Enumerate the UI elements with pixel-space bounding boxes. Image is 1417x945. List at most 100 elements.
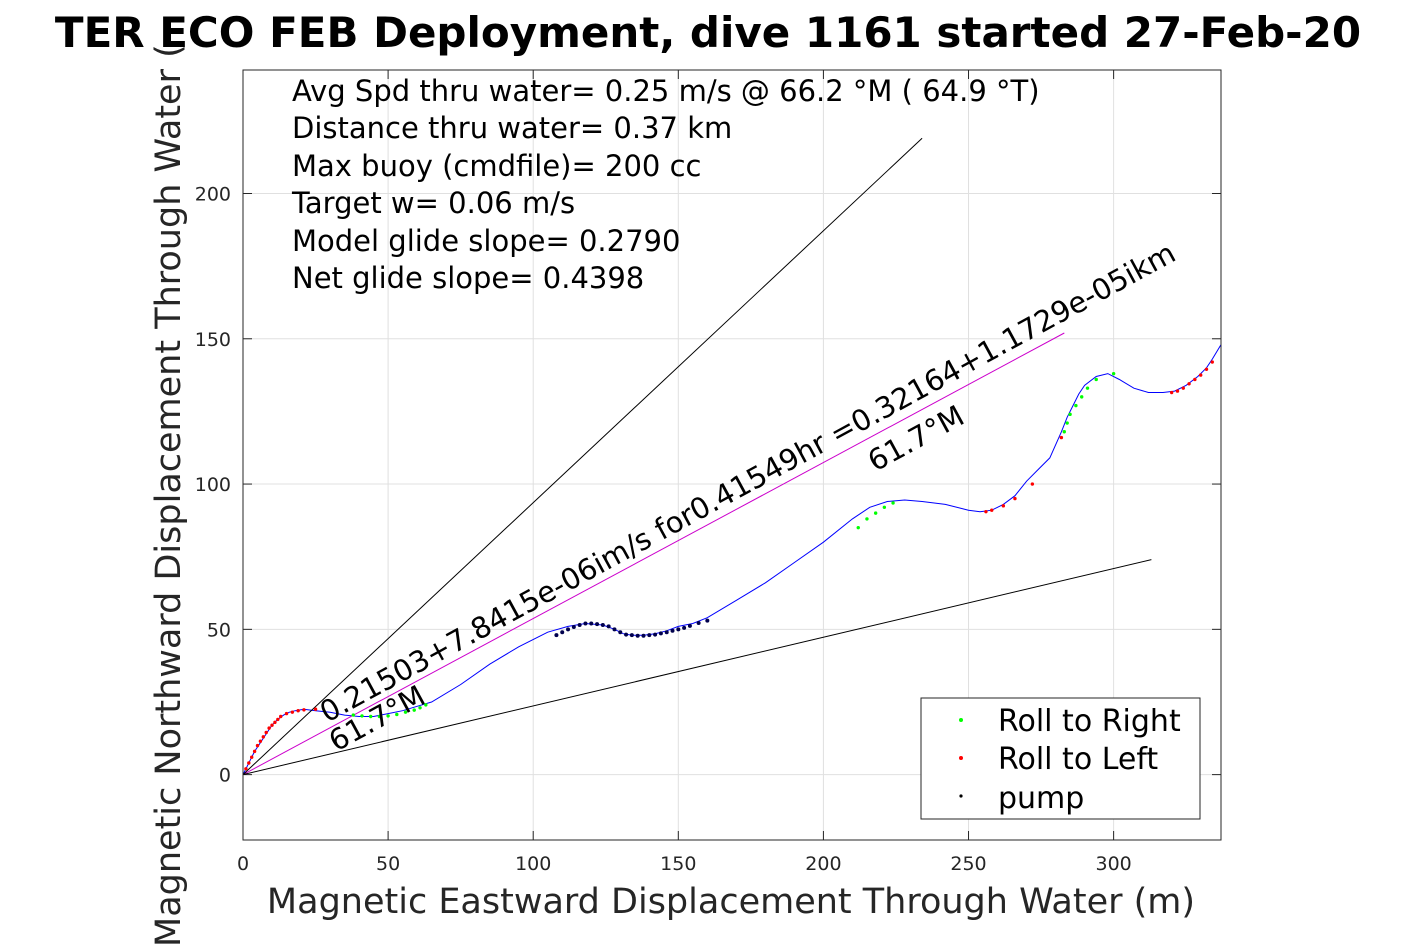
point-roll-to-left	[990, 508, 994, 512]
point-pump	[653, 632, 658, 637]
point-pump	[635, 633, 640, 638]
legend-marker-roll-right	[959, 718, 963, 722]
point-roll-to-right	[412, 708, 416, 712]
point-roll-to-left	[1181, 386, 1185, 390]
point-pump	[676, 627, 681, 632]
legend: Roll to Right Roll to Left pump	[920, 697, 1201, 820]
point-pump	[577, 622, 582, 627]
point-pump	[606, 624, 611, 629]
point-roll-to-left	[302, 708, 306, 712]
point-roll-to-left	[247, 761, 251, 765]
point-roll-to-left	[258, 739, 263, 743]
point-pump	[600, 622, 605, 627]
point-pump	[687, 623, 692, 628]
x-tick-label: 150	[660, 853, 696, 875]
point-roll-to-right	[1085, 386, 1090, 390]
point-roll-to-left	[252, 749, 257, 754]
point-pump	[571, 625, 576, 630]
y-tick-label: 50	[207, 619, 231, 641]
y-tick-label: 200	[195, 183, 231, 205]
legend-label-roll-left: Roll to Left	[998, 742, 1158, 777]
point-pump	[583, 621, 588, 626]
point-pump	[560, 630, 565, 635]
legend-label-roll-right: Roll to Right	[998, 704, 1181, 739]
point-roll-to-right	[1080, 395, 1084, 399]
point-pump	[705, 618, 710, 623]
point-roll-to-right	[1094, 377, 1098, 382]
point-pump	[658, 631, 663, 636]
info-line-model-glide: Model glide slope= 0.2790	[292, 224, 680, 258]
info-line-net-glide: Net glide slope= 0.4398	[292, 261, 644, 295]
point-roll-to-left	[1059, 435, 1064, 440]
point-roll-to-left	[279, 714, 283, 719]
point-pump	[670, 628, 675, 633]
point-roll-to-left	[1013, 496, 1017, 501]
point-roll-to-left	[250, 755, 254, 759]
point-roll-to-left	[313, 707, 318, 711]
legend-box	[920, 697, 1201, 820]
point-roll-to-right	[865, 517, 869, 521]
point-roll-to-right	[1111, 371, 1116, 376]
x-ticks: 0 50 100 150 200 250 300	[237, 70, 1132, 875]
axes-box	[242, 69, 1222, 841]
y-tick-label: 0	[219, 765, 231, 787]
point-pump	[595, 622, 600, 627]
point-pump	[612, 627, 617, 632]
point-roll-to-right	[351, 713, 355, 717]
point-roll-to-left	[1204, 367, 1209, 371]
point-roll-to-right	[395, 712, 399, 717]
point-roll-to-right	[1068, 412, 1072, 417]
point-roll-to-right	[403, 710, 408, 714]
point-roll-to-right	[1074, 403, 1078, 408]
point-pump	[629, 633, 634, 638]
reference-line	[243, 137, 923, 775]
point-roll-to-left	[290, 710, 295, 714]
x-tick-label: 200	[805, 853, 841, 875]
y-tick-label: 100	[195, 474, 231, 496]
point-roll-to-right	[418, 706, 422, 710]
x-tick-label: 100	[515, 853, 551, 875]
x-tick-label: 50	[376, 853, 400, 875]
point-pump	[618, 630, 623, 635]
point-roll-to-left	[1001, 504, 1006, 508]
point-roll-to-right	[368, 714, 373, 719]
x-axis-label: Magnetic Eastward Displacement Through W…	[267, 882, 1195, 922]
info-line-max-buoy: Max buoy (cmdfile)= 200 cc	[292, 149, 701, 183]
point-roll-to-left	[296, 708, 300, 713]
point-roll-to-left	[255, 743, 260, 748]
point-roll-to-left	[284, 711, 289, 716]
legend-marker-roll-left	[959, 756, 963, 760]
point-pump	[641, 633, 646, 638]
reference-line	[243, 559, 1152, 776]
point-roll-to-left	[267, 726, 271, 730]
grid	[242, 70, 1221, 840]
legend-marker-pump	[959, 794, 963, 798]
track-line	[243, 344, 1221, 775]
point-pump	[566, 627, 571, 632]
fit-line	[243, 332, 1065, 776]
y-axis-label: Magnetic Northward Displacement Through …	[149, 44, 189, 945]
point-pump	[696, 620, 701, 625]
point-roll-to-left	[1030, 482, 1035, 486]
point-roll-to-left	[264, 730, 268, 735]
point-pump	[664, 630, 669, 635]
point-roll-to-right	[891, 501, 895, 505]
point-roll-to-left	[1210, 360, 1214, 364]
point-roll-to-left	[984, 509, 988, 514]
y-tick-label: 150	[195, 329, 231, 351]
point-roll-to-left	[1187, 382, 1191, 386]
point-pump	[554, 633, 559, 638]
point-roll-to-right	[856, 525, 860, 530]
y-ticks: 0 50 100 150 200	[195, 183, 1221, 787]
point-pump	[624, 632, 629, 637]
point-roll-to-left	[1169, 390, 1174, 395]
point-roll-to-right	[1062, 430, 1066, 434]
series-layer	[243, 137, 1221, 776]
point-roll-to-left	[261, 735, 266, 739]
point-roll-to-left	[1175, 389, 1180, 393]
x-tick-label: 300	[1095, 853, 1131, 875]
info-line-speed: Avg Spd thru water= 0.25 m/s @ 66.2 °M (…	[292, 74, 1040, 108]
info-line-target-w: Target w= 0.06 m/s	[291, 186, 575, 220]
legend-label-pump: pump	[998, 781, 1084, 816]
